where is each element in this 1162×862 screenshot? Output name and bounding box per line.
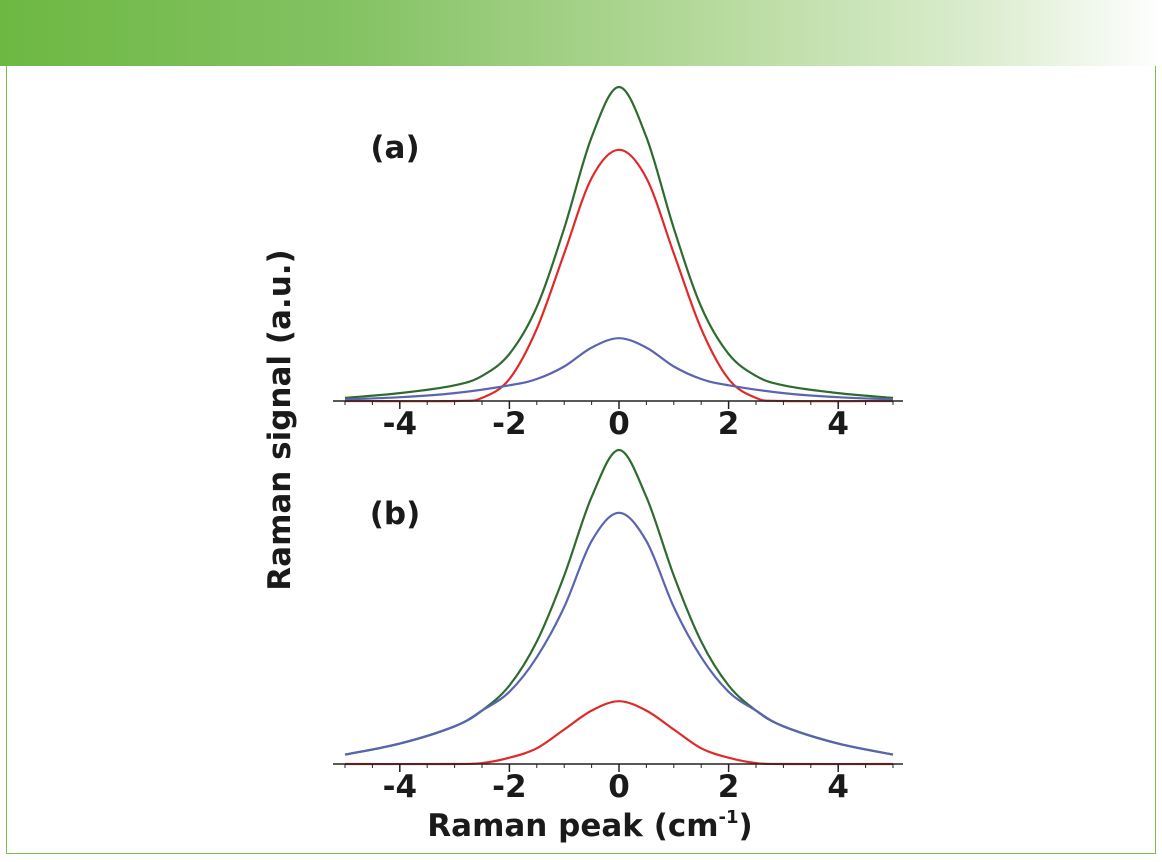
x-axis-label-sup: -1 — [719, 807, 739, 828]
x-axis-label-main: Raman peak (cm — [427, 808, 718, 844]
x-tick-label: -4 — [383, 406, 417, 442]
header-banner — [0, 0, 1162, 66]
x-tick-label: -2 — [492, 406, 526, 442]
x-tick-label: -2 — [492, 769, 526, 805]
series-line-1 — [344, 85, 894, 399]
series-line-3 — [344, 337, 894, 401]
panel-label: (b) — [370, 496, 421, 532]
x-tick-label: 0 — [608, 769, 630, 805]
figure-frame — [6, 66, 1156, 854]
x-tick-label: 2 — [718, 406, 740, 442]
x-tick-label: 0 — [608, 406, 630, 442]
x-axis-label: Raman peak (cm-1) — [427, 807, 752, 844]
x-tick-label: 4 — [827, 769, 849, 805]
series-line-3 — [344, 700, 894, 766]
x-tick-label: -4 — [383, 769, 417, 805]
panel-label: (a) — [370, 130, 419, 166]
series-line-2 — [344, 148, 894, 403]
x-tick-label: 4 — [827, 406, 849, 442]
x-axis-label-end: ) — [739, 808, 753, 844]
series-line-1 — [344, 448, 894, 756]
y-axis-label: Raman signal (a.u.) — [262, 249, 298, 590]
series-line-2 — [344, 511, 894, 756]
x-tick-label: 2 — [718, 769, 740, 805]
